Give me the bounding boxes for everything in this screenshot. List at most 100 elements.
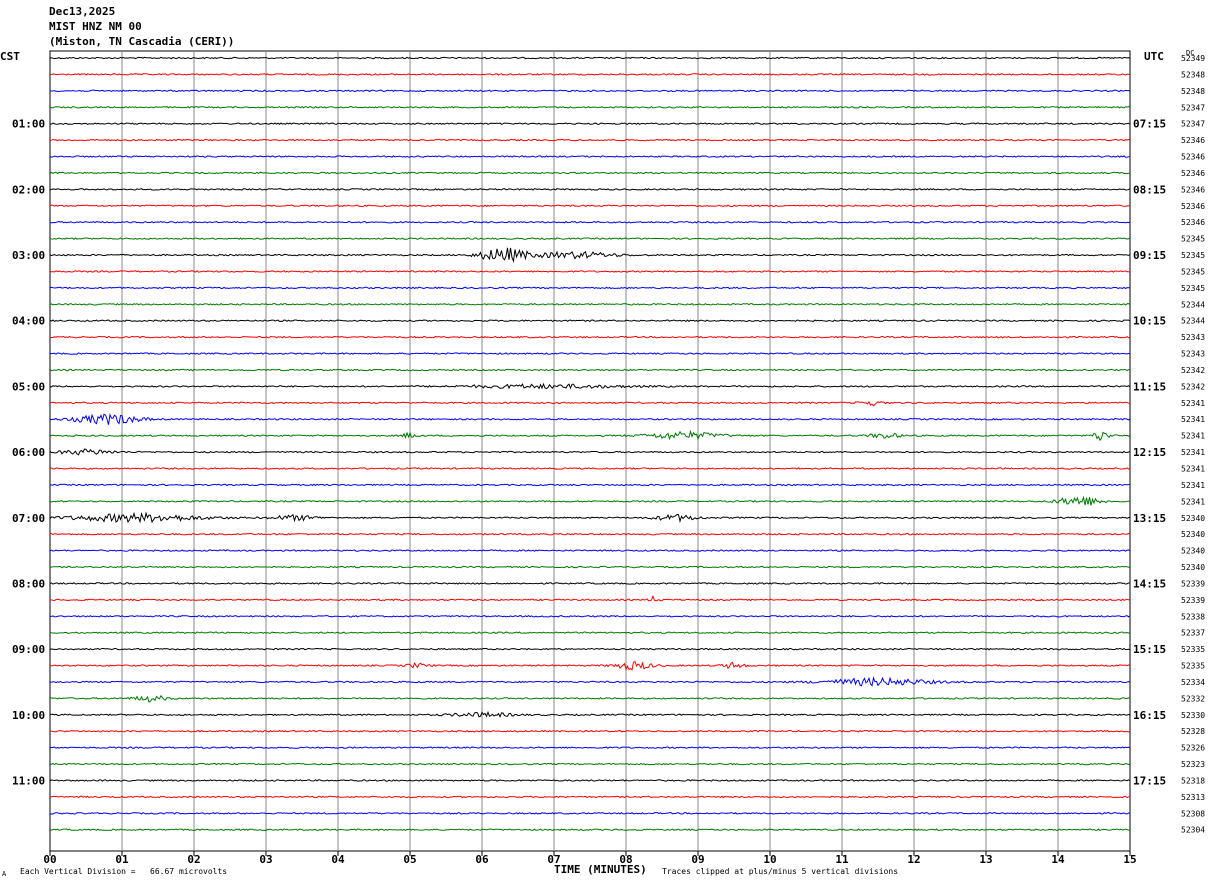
seismic-trace	[49, 549, 1131, 552]
left-hour-label: 04:00	[12, 315, 45, 328]
seismic-trace	[49, 220, 1131, 224]
seismic-trace	[49, 631, 1131, 634]
x-tick-label: 04	[331, 853, 345, 866]
seismic-trace	[49, 302, 1131, 306]
right-hour-label: 14:15	[1133, 577, 1166, 590]
left-hour-label: 03:00	[12, 249, 45, 262]
dc-offset-label: 52334	[1181, 678, 1205, 687]
x-tick-label: 11	[835, 853, 849, 866]
right-hour-label: 17:15	[1133, 774, 1166, 787]
seismic-trace	[49, 467, 1131, 470]
seismic-trace	[49, 762, 1131, 766]
x-tick-label: 03	[259, 853, 272, 866]
dc-offset-label: 52341	[1181, 448, 1205, 457]
dc-offset-label: 52342	[1181, 366, 1205, 375]
dc-offset-label: 52347	[1181, 120, 1205, 129]
seismic-trace	[49, 511, 1131, 524]
seismic-trace	[49, 155, 1131, 158]
seismic-trace	[49, 204, 1131, 208]
dc-offset-label: 52328	[1181, 727, 1205, 736]
seismic-trace	[49, 746, 1131, 749]
x-tick-label: 01	[115, 853, 129, 866]
right-hour-label: 12:15	[1133, 446, 1166, 459]
dc-offset-label: 52346	[1181, 218, 1205, 227]
dc-offset-label: 52335	[1181, 662, 1205, 671]
dc-offset-label: 52338	[1181, 612, 1205, 621]
dc-offset-label: 52341	[1181, 415, 1205, 424]
seismic-trace	[49, 270, 1131, 273]
dc-offset-label: 52340	[1181, 563, 1205, 572]
clip-note: Traces clipped at plus/minus 5 vertical …	[662, 867, 899, 876]
header-location: (Miston, TN Cascadia (CERI))	[49, 35, 235, 48]
dc-offset-label: 52339	[1181, 579, 1205, 588]
x-tick-label: 12	[907, 853, 920, 866]
dc-offset-label: 52345	[1181, 251, 1205, 260]
x-tick-label: 10	[763, 853, 776, 866]
right-hour-label: 11:15	[1133, 380, 1166, 393]
seismic-trace	[49, 237, 1131, 240]
seismic-trace	[49, 171, 1131, 175]
x-tick-label: 14	[1051, 853, 1065, 866]
dc-offset-label: 52304	[1181, 826, 1205, 835]
dc-offset-label: 52349	[1181, 54, 1205, 63]
dc-offset-label: 52332	[1181, 694, 1205, 703]
dc-offset-label: 52343	[1181, 350, 1205, 359]
x-tick-label: 07	[547, 853, 560, 866]
dc-offset-label: 52341	[1181, 481, 1205, 490]
dc-offset-label: 52342	[1181, 382, 1205, 391]
dc-offset-label: 52346	[1181, 202, 1205, 211]
dc-offset-label: 52340	[1181, 547, 1205, 556]
seismic-trace	[49, 247, 1131, 263]
plot-header: Dec13,2025 MIST HNZ NM 00 (Miston, TN Ca…	[49, 4, 234, 49]
seismic-trace	[49, 779, 1131, 782]
seismic-trace	[49, 694, 1131, 703]
left-hour-label: 08:00	[12, 577, 45, 590]
seismic-trace	[49, 138, 1131, 142]
dc-offset-label: 52335	[1181, 645, 1205, 654]
seismic-trace	[49, 710, 1131, 718]
right-hour-label: 09:15	[1133, 249, 1166, 262]
scale-note: Each Vertical Division = 66.67 microvolt…	[20, 867, 228, 876]
seismic-trace	[49, 89, 1131, 93]
header-station: MIST HNZ NM 00	[49, 20, 142, 33]
dc-offset-label: 52346	[1181, 153, 1205, 162]
x-tick-label: 15	[1123, 853, 1136, 866]
dc-offset-label: 52326	[1181, 744, 1205, 753]
plot-frame	[49, 50, 1131, 852]
left-hour-label: 01:00	[12, 118, 45, 131]
dc-offset-label: 52346	[1181, 136, 1205, 145]
seismic-trace	[49, 812, 1131, 815]
dc-offset-label: 52344	[1181, 300, 1205, 309]
right-hour-label: 13:15	[1133, 512, 1166, 525]
x-tick-label: 02	[187, 853, 200, 866]
x-tick-label: 08	[619, 853, 632, 866]
right-hour-label: 15:15	[1133, 643, 1166, 656]
dc-offset-label: 52344	[1181, 317, 1205, 326]
seismic-trace	[49, 335, 1131, 339]
seismic-trace	[49, 429, 1131, 442]
dc-offset-label: 52323	[1181, 760, 1205, 769]
dc-offset-label: 52345	[1181, 267, 1205, 276]
dc-offset-label: 52341	[1181, 432, 1205, 441]
seismic-trace	[49, 382, 1131, 390]
seismic-trace	[49, 368, 1131, 372]
left-hour-label: 11:00	[12, 774, 45, 787]
seismic-trace	[49, 660, 1131, 672]
x-axis-title: TIME (MINUTES)	[554, 863, 647, 876]
x-tick-label: 09	[691, 853, 704, 866]
right-hour-label: 07:15	[1133, 118, 1166, 131]
seismic-trace	[49, 400, 1131, 407]
x-tick-label: 06	[475, 853, 489, 866]
seismic-trace	[49, 413, 1131, 425]
dc-offset-label: 52343	[1181, 333, 1205, 342]
dc-offset-label: 52348	[1181, 87, 1205, 96]
header-date: Dec13,2025	[49, 5, 116, 18]
seismic-trace	[49, 448, 1131, 456]
seismic-trace	[49, 582, 1131, 585]
dc-offset-label: 52340	[1181, 514, 1205, 523]
seismic-trace	[49, 73, 1131, 76]
seismic-trace	[49, 56, 1131, 60]
seismic-trace	[49, 828, 1131, 832]
dc-offset-label: 52313	[1181, 793, 1205, 802]
dc-offset-label: 52346	[1181, 185, 1205, 194]
